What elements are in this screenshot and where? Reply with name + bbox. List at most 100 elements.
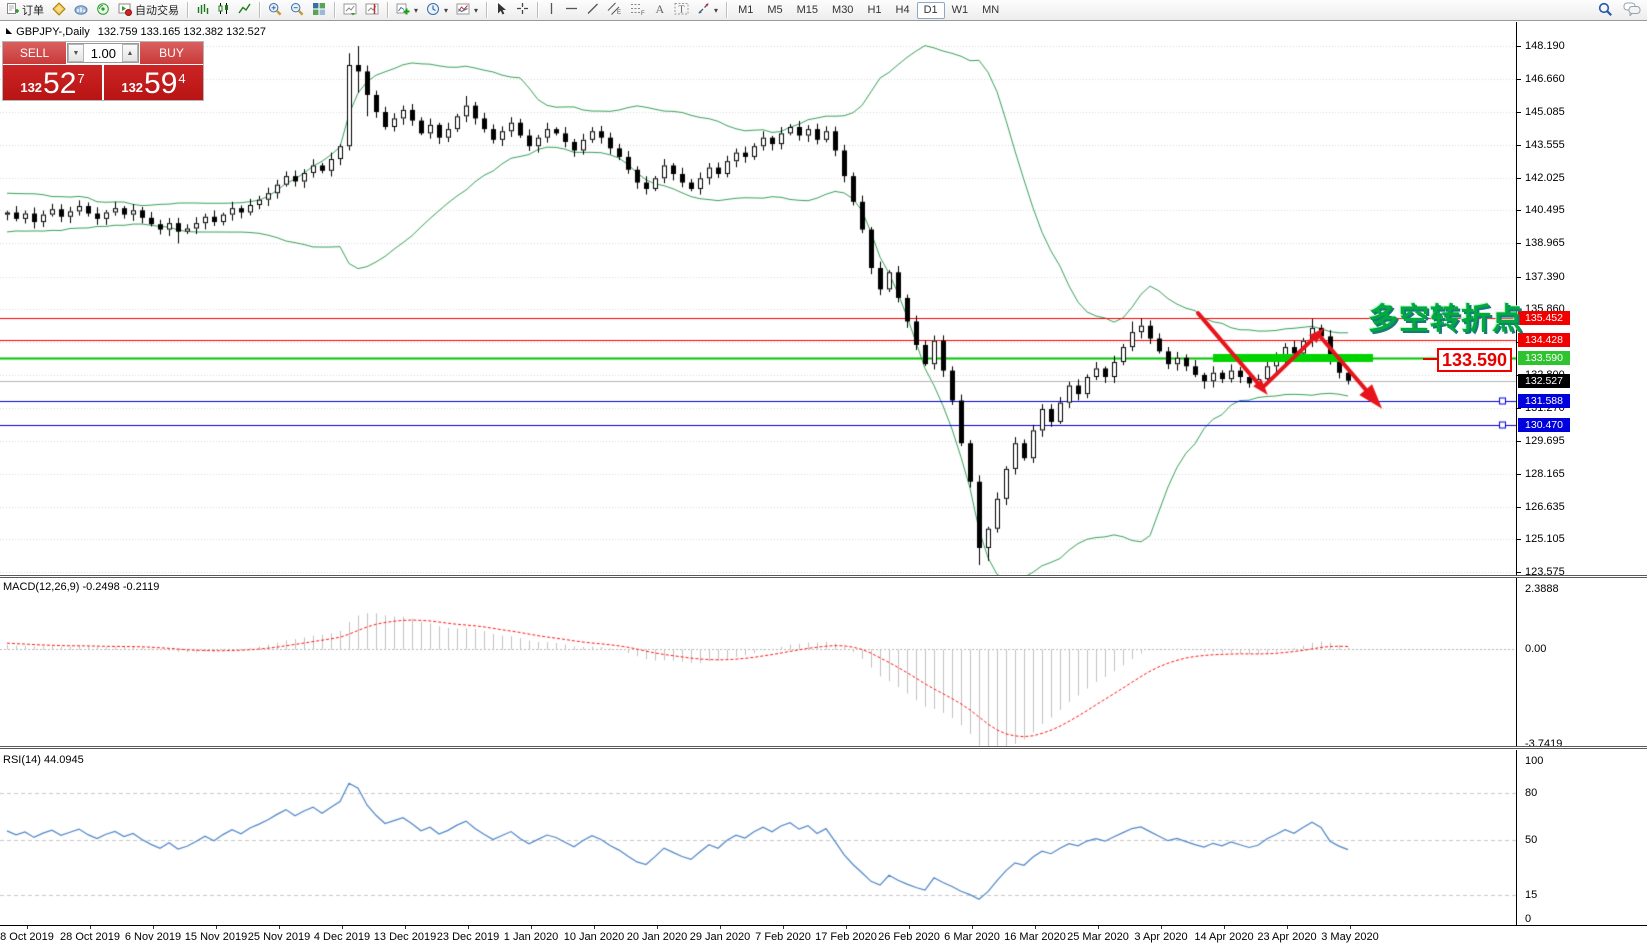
- sell-price-big: 52: [43, 67, 77, 100]
- symbol-name: GBPJPY-,Daily: [16, 26, 90, 38]
- pane-separator[interactable]: [0, 575, 1647, 578]
- vertical-line-button[interactable]: [542, 1, 561, 19]
- crosshair-icon: [516, 2, 529, 18]
- main-chart-canvas[interactable]: [0, 22, 1516, 575]
- shapes-arrows-icon: [697, 2, 710, 18]
- chart-shift-button[interactable]: [361, 1, 383, 19]
- tf-button-W1[interactable]: W1: [951, 4, 969, 16]
- tf-button-MN[interactable]: MN: [982, 4, 1000, 16]
- templates-button[interactable]: ▾: [452, 1, 482, 19]
- candlestick-chart-icon: [217, 2, 230, 18]
- label-button[interactable]: T: [670, 1, 693, 19]
- axis-tick-mark: [1517, 112, 1521, 113]
- pane-separator[interactable]: [0, 746, 1647, 749]
- vertical-line-icon: [546, 2, 557, 18]
- line-chart-button[interactable]: [234, 1, 255, 19]
- rsi-canvas[interactable]: [0, 750, 1516, 925]
- tf-button-M30[interactable]: M30: [832, 4, 854, 16]
- date-tick-mark: [720, 926, 721, 929]
- price-tick-label: 126.635: [1525, 500, 1565, 513]
- shapes-button[interactable]: ▾: [693, 1, 722, 19]
- new-order-icon: [6, 2, 19, 18]
- cursor-button[interactable]: [491, 1, 512, 19]
- text-button[interactable]: A: [649, 1, 670, 19]
- sell-price[interactable]: 132 52 7: [3, 65, 102, 100]
- sell-price-small: 132: [20, 80, 43, 95]
- macd-tick-label: 0.00: [1525, 643, 1547, 656]
- date-tick-mark: [27, 926, 28, 929]
- new-order-label: 订单: [22, 5, 44, 17]
- svg-text:F: F: [641, 11, 645, 15]
- separator: [334, 2, 335, 18]
- bar-chart-button[interactable]: [192, 1, 213, 19]
- tf-button-M1[interactable]: M1: [738, 4, 754, 16]
- axis-tick-mark: [1517, 507, 1521, 508]
- trendline-button[interactable]: [582, 1, 603, 19]
- horizontal-line-button[interactable]: [561, 1, 582, 19]
- crosshair-button[interactable]: [512, 1, 533, 19]
- rsi-tick-label: 15: [1525, 889, 1538, 902]
- price-tag-134.428: 134.428: [1518, 333, 1570, 348]
- market-watch-button[interactable]: [48, 1, 70, 19]
- signals-button[interactable]: [92, 1, 114, 19]
- price-tick-label: 145.085: [1525, 106, 1565, 119]
- rsi-label: RSI(14) 44.0945: [3, 754, 84, 766]
- date-tick-mark: [279, 926, 280, 929]
- rsi-axis: 100 80 50 15 0: [1516, 750, 1647, 925]
- volume-down-button[interactable]: ▼: [68, 44, 84, 62]
- volume-stepper[interactable]: ▼ 1.00 ▲: [67, 43, 139, 63]
- chart-shift-icon: [365, 2, 379, 19]
- turning-point-annotation[interactable]: 多空转折点: [1368, 303, 1523, 336]
- zoom-in-button[interactable]: [264, 1, 286, 19]
- periods-button[interactable]: ▾: [422, 1, 452, 19]
- price-tick-label: 148.190: [1525, 40, 1565, 52]
- date-tick-mark: [1035, 926, 1036, 929]
- autotrade-button[interactable]: 自动交易: [114, 1, 183, 19]
- date-tick-mark: [468, 926, 469, 929]
- sell-button[interactable]: SELL: [3, 42, 66, 64]
- candlestick-chart-button[interactable]: [213, 1, 234, 19]
- date-label: 6 Nov 2019: [124, 931, 182, 943]
- macd-canvas[interactable]: [0, 578, 1516, 746]
- search-icon[interactable]: [1598, 2, 1613, 20]
- auto-scroll-button[interactable]: [339, 1, 361, 19]
- price-tick-label: 129.695: [1525, 435, 1565, 448]
- chat-icon[interactable]: [1623, 2, 1641, 19]
- indicators-button[interactable]: ▾: [392, 1, 422, 19]
- date-tick-mark: [783, 926, 784, 929]
- volume-up-button[interactable]: ▲: [122, 44, 138, 62]
- buy-button[interactable]: BUY: [140, 42, 203, 64]
- dropdown-arrow: ▾: [714, 5, 719, 15]
- templates-icon: [456, 2, 470, 19]
- axis-tick-mark: [1517, 145, 1521, 146]
- trade-panel-header: SELL ▼ 1.00 ▲ BUY: [3, 42, 203, 64]
- volume-value[interactable]: 1.00: [90, 45, 116, 61]
- fibonacci-icon: F: [630, 2, 645, 18]
- price-tick-label: 123.575: [1525, 565, 1565, 578]
- price-axis[interactable]: 148.190 146.660 145.085 143.555 142.025 140.4…: [1516, 22, 1647, 578]
- tf-button-D1[interactable]: D1: [916, 1, 945, 19]
- dropdown-arrow: ▾: [474, 5, 479, 15]
- indicators-icon: [396, 2, 410, 19]
- date-label: 1 Jan 2020: [503, 931, 559, 943]
- date-axis[interactable]: 8 Oct 2019 28 Oct 2019 6 Nov 2019 15 Nov 20…: [0, 925, 1647, 946]
- tf-button-M5[interactable]: M5: [767, 4, 783, 16]
- data-window-button[interactable]: [70, 1, 92, 19]
- horizontal-line-icon: [565, 3, 578, 17]
- price-callout-box[interactable]: 133.590: [1437, 348, 1513, 372]
- date-label: 17 Feb 2020: [815, 931, 877, 943]
- fibonacci-button[interactable]: F: [626, 1, 649, 19]
- zoom-out-button[interactable]: [286, 1, 308, 19]
- text-a-icon: A: [653, 2, 666, 18]
- new-order-button[interactable]: 订单: [2, 1, 48, 19]
- zoom-in-icon: [268, 2, 282, 19]
- tf-button-H1[interactable]: H1: [867, 4, 882, 16]
- channel-button[interactable]: E: [603, 1, 626, 19]
- date-label: 10 Jan 2020: [563, 931, 625, 943]
- tf-button-H4[interactable]: H4: [895, 4, 910, 16]
- tf-button-M15[interactable]: M15: [796, 4, 819, 16]
- rsi-tick-label: 100: [1525, 755, 1544, 767]
- tile-windows-button[interactable]: [308, 1, 330, 19]
- rsi-tick-label: 0: [1525, 913, 1532, 925]
- buy-price[interactable]: 132 59 4: [104, 65, 203, 100]
